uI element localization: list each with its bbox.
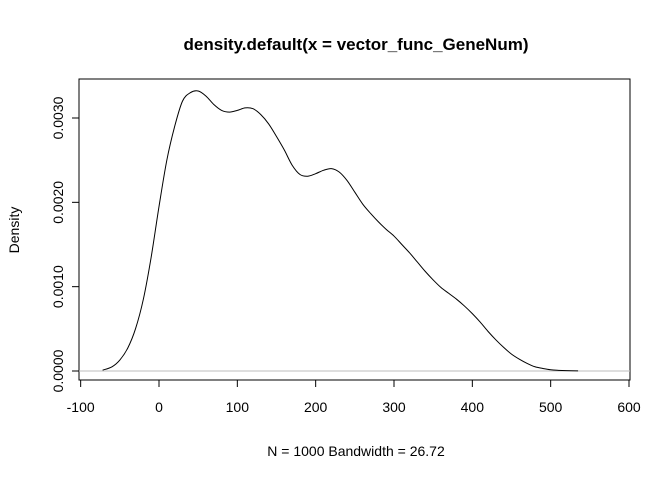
x-tick-label: 300 [382,399,406,415]
x-tick-label: 200 [304,399,328,415]
plot-frame [78,78,631,381]
x-axis-label: N = 1000 Bandwidth = 26.72 [267,443,445,459]
x-axis: -100 0 100 200 300 400 500 600 [67,379,641,415]
y-tick-label: 0.0000 [50,349,66,392]
x-tick-label: -100 [67,399,95,415]
y-tick-label: 0.0010 [50,265,66,308]
y-axis-label: Density [6,207,22,254]
y-tick-label: 0.0030 [50,96,66,139]
x-tick-label: 600 [617,399,641,415]
y-tick-label: 0.0020 [50,181,66,224]
y-axis: 0.0000 0.0010 0.0020 0.0030 [50,96,80,392]
x-tick-label: 400 [461,399,485,415]
density-curve [102,90,579,372]
x-tick-label: 500 [539,399,563,415]
chart-title: density.default(x = vector_func_GeneNum) [184,35,529,54]
x-tick-label: 100 [226,399,250,415]
x-tick-label: 0 [155,399,163,415]
